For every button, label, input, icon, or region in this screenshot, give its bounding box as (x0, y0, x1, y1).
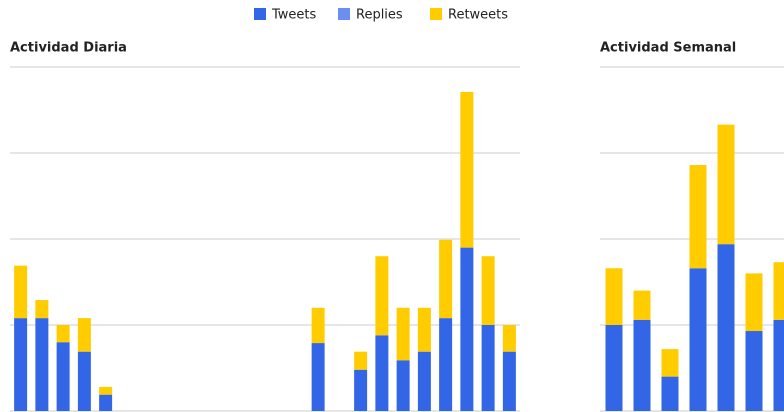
bar-segment (439, 239, 453, 319)
bar-segment (689, 268, 707, 411)
bar-segment (773, 319, 784, 411)
bar-segment (35, 318, 49, 411)
bar-segment (481, 325, 495, 411)
bar-segment (661, 349, 679, 377)
bar-segment (605, 268, 623, 325)
bar-segment (375, 335, 389, 411)
bar-segment (502, 325, 516, 352)
bar-segment (56, 342, 70, 411)
bar-segment (77, 318, 91, 352)
bar-segment (773, 262, 784, 320)
bar-segment (417, 307, 431, 352)
bar-segment (439, 318, 453, 411)
bar-segment (35, 300, 49, 319)
bar-segment (311, 343, 325, 411)
bar-segment (375, 256, 389, 336)
bar-segment (396, 307, 410, 361)
bar-segment (56, 325, 70, 343)
bar-segment (502, 351, 516, 411)
bar-segment (417, 351, 431, 411)
bar-segment (460, 247, 474, 411)
chart-title: Actividad Semanal (600, 41, 736, 56)
bar-segment (14, 265, 28, 319)
bar-segment (311, 307, 325, 344)
bar-segment (77, 351, 91, 411)
legend-swatch (430, 8, 442, 20)
legend-swatch (338, 8, 350, 20)
bar-segment (354, 351, 368, 370)
bar-segment (99, 386, 113, 395)
bar-segment (745, 331, 763, 411)
bar-segment (605, 325, 623, 411)
bar-segment (745, 273, 763, 332)
legend-swatch (254, 8, 266, 20)
bar-segment (460, 91, 474, 248)
bar-segment (689, 165, 707, 269)
bar-segment (717, 124, 735, 245)
bar-segment (633, 290, 651, 320)
chart-title: Actividad Diaria (10, 41, 127, 56)
legend-label: Retweets (448, 8, 508, 23)
bar-segment (99, 394, 113, 411)
bar-segment (396, 360, 410, 411)
bar-segment (717, 244, 735, 411)
legend-label: Tweets (271, 8, 317, 23)
bar-segment (354, 369, 368, 411)
legend-label: Replies (356, 8, 403, 23)
bar-segment (14, 318, 28, 411)
bar-segment (661, 376, 679, 411)
bar-segment (633, 319, 651, 411)
bar-segment (481, 256, 495, 325)
